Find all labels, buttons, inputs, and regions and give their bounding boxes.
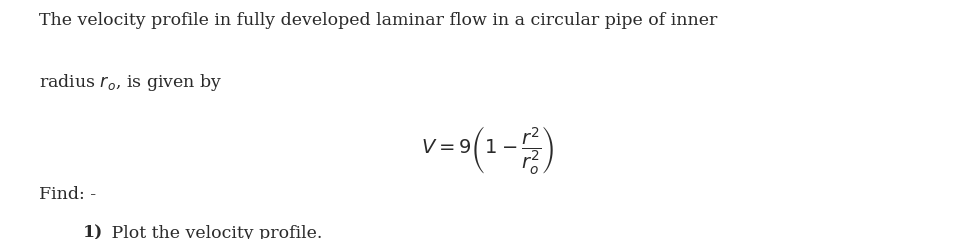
- Text: radius $r_o$, is given by: radius $r_o$, is given by: [39, 72, 223, 93]
- Text: Find: -: Find: -: [39, 186, 97, 203]
- Text: 1): 1): [83, 225, 103, 239]
- Text: Plot the velocity profile.: Plot the velocity profile.: [106, 225, 323, 239]
- Text: $V = 9\left(1 - \dfrac{r^2}{r_o^2}\right)$: $V = 9\left(1 - \dfrac{r^2}{r_o^2}\right…: [422, 124, 554, 176]
- Text: The velocity profile in fully developed laminar flow in a circular pipe of inner: The velocity profile in fully developed …: [39, 12, 717, 29]
